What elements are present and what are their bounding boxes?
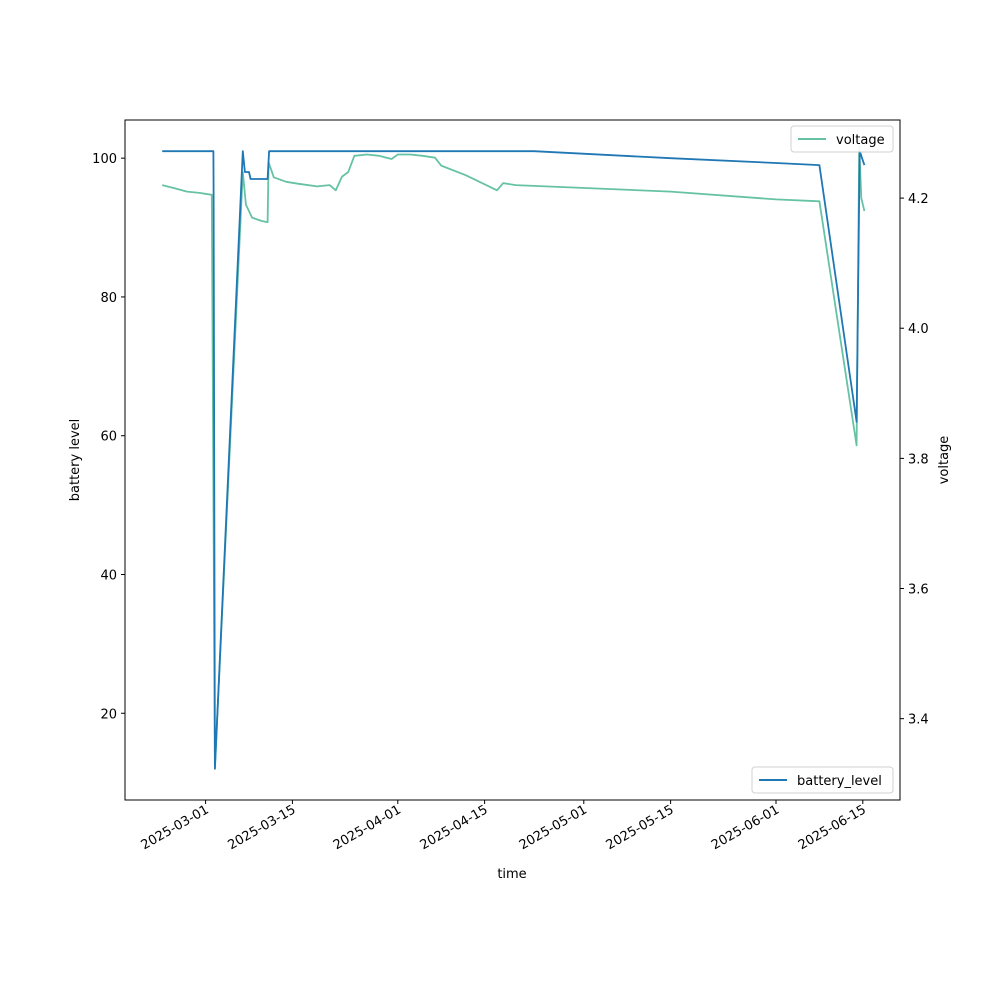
right-y-tick-label: 3.8 — [908, 452, 929, 467]
left-y-tick-label: 100 — [92, 152, 117, 167]
legend-voltage-box — [790, 125, 894, 153]
x-axis-label: time — [497, 867, 526, 882]
left-y-axis-ticks: 20 40 60 80 100 — [92, 152, 125, 722]
right-y-tick-label: 3.4 — [908, 713, 929, 728]
left-y-tick-label: 60 — [100, 430, 117, 445]
right-y-axis-label: voltage — [937, 436, 952, 485]
right-y-tick-label: 4.2 — [908, 192, 929, 207]
legend-battery-level: battery_level — [751, 766, 894, 794]
right-y-tick-label: 3.6 — [908, 583, 929, 598]
legend-voltage: voltage — [790, 125, 894, 153]
legend-battery-level-box — [751, 766, 894, 794]
series-layer — [161, 145, 866, 770]
left-y-tick-label: 40 — [100, 568, 117, 583]
left-y-tick-label: 80 — [100, 291, 117, 306]
series-line-voltage — [161, 145, 866, 769]
plot-frame — [124, 119, 901, 801]
legend-battery-level-label: battery_level — [797, 774, 882, 789]
left-y-tick-label: 20 — [100, 707, 117, 722]
series-line-battery-level — [162, 150, 866, 770]
legend-voltage-label: voltage — [836, 133, 885, 148]
right-y-axis-ticks: 3.4 3.6 3.8 4.0 4.2 — [900, 192, 929, 728]
right-y-tick-label: 4.0 — [908, 322, 929, 337]
left-y-axis-label: battery level — [68, 419, 83, 502]
